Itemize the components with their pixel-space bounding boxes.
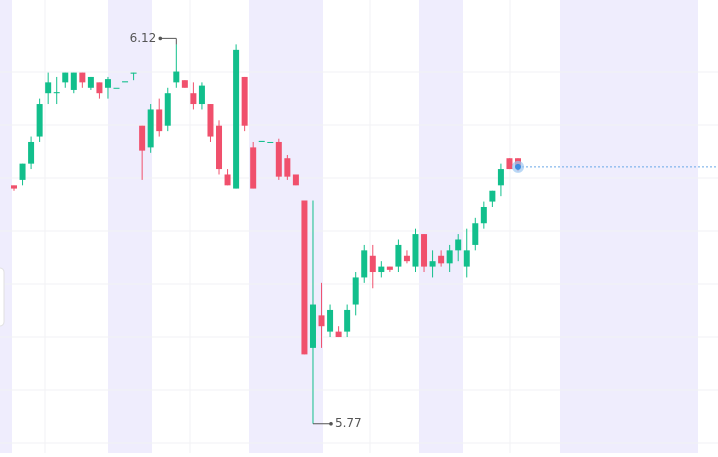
candle-body <box>284 158 291 177</box>
candle-body <box>327 309 334 332</box>
candle-body <box>28 141 35 164</box>
candle-body <box>53 92 60 94</box>
candle-body <box>113 87 120 89</box>
candle-body <box>421 234 428 267</box>
candle-body <box>386 266 393 270</box>
candle-body <box>258 140 265 142</box>
candle-body <box>130 72 137 74</box>
candle-body <box>438 255 445 264</box>
candle-body <box>267 141 274 143</box>
candle-body <box>104 79 111 88</box>
candle-body <box>207 104 214 137</box>
candle-body <box>352 277 359 305</box>
candle-body <box>497 169 504 186</box>
session-band <box>560 0 698 453</box>
high-label: 6.12 <box>130 31 157 45</box>
candle-body <box>344 309 351 332</box>
candle-body <box>378 266 385 273</box>
candle-body <box>216 125 223 170</box>
candle-body <box>455 239 462 251</box>
candle-body <box>275 141 282 177</box>
candle-body <box>173 71 180 83</box>
candle-body <box>62 72 69 83</box>
candle-body <box>506 158 513 170</box>
candle-body <box>87 76 94 88</box>
candle-body <box>301 200 308 355</box>
candle-body <box>139 125 146 151</box>
session-band <box>108 0 152 453</box>
candle-body <box>190 93 197 105</box>
candle-body <box>403 255 410 262</box>
candle-body <box>122 81 129 83</box>
session-band <box>419 0 463 453</box>
candle-body <box>11 185 17 189</box>
candle-body <box>429 261 436 267</box>
candle-body <box>446 250 453 264</box>
candle-body <box>395 244 402 267</box>
side-handle[interactable] <box>0 267 5 327</box>
candle-body <box>250 147 257 189</box>
candle-body <box>480 206 487 224</box>
candle-body <box>198 85 205 105</box>
session-band <box>249 0 323 453</box>
candle-body <box>489 190 496 202</box>
candle-body <box>79 72 86 83</box>
candle-body <box>164 93 171 126</box>
candle-body <box>70 72 77 90</box>
candle-body <box>181 80 188 88</box>
candle-body <box>361 250 368 278</box>
candle-body <box>412 234 419 267</box>
candle-body <box>241 76 248 126</box>
candle-body <box>463 250 470 267</box>
candle-body <box>292 174 299 186</box>
candle-body <box>472 223 479 245</box>
low-label: 5.77 <box>335 416 362 430</box>
candle-body <box>233 49 240 189</box>
candle-body <box>369 255 376 273</box>
candle-body <box>335 331 342 338</box>
session-band <box>0 0 12 453</box>
low-dot <box>329 421 333 426</box>
candle-body <box>309 304 316 348</box>
candle-body <box>19 163 26 180</box>
last-price-dot <box>515 163 521 170</box>
candle-body <box>96 82 103 94</box>
candle-body <box>147 109 154 148</box>
candle-body <box>156 109 163 132</box>
high-dot <box>158 36 163 41</box>
candle-body <box>45 82 52 94</box>
candle-body <box>36 104 43 137</box>
candle-body <box>318 315 325 327</box>
candle-body <box>224 174 231 186</box>
